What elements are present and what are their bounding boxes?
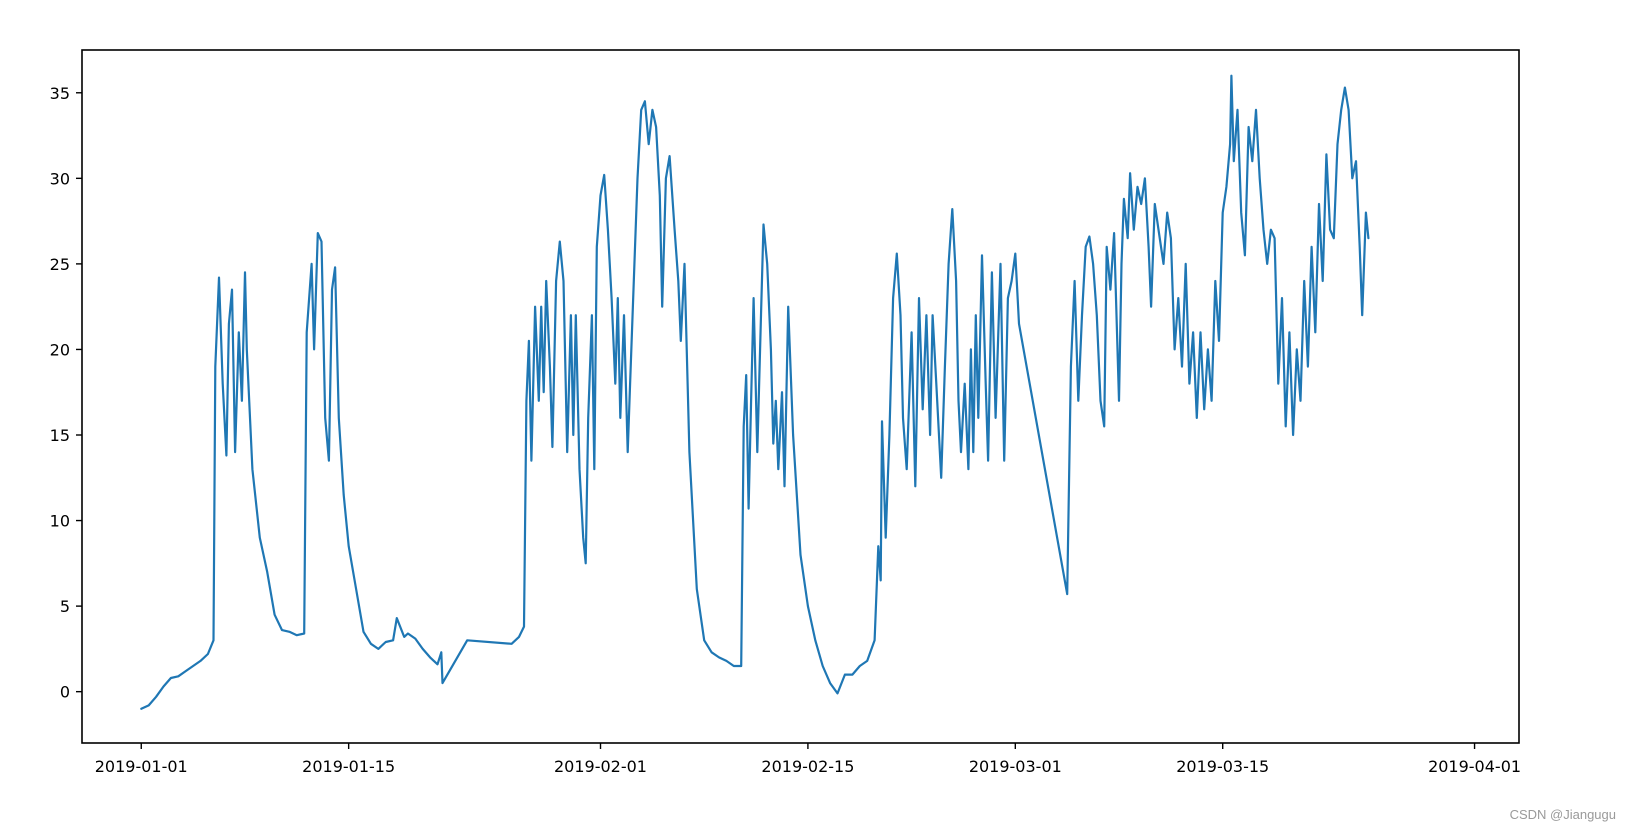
y-tick-label: 20 <box>50 340 70 359</box>
x-tick-label: 2019-04-01 <box>1428 757 1521 776</box>
y-tick-label: 10 <box>50 512 70 531</box>
x-tick-label: 2019-02-15 <box>761 757 854 776</box>
y-tick-label: 35 <box>50 84 70 103</box>
plot-area <box>140 74 1370 710</box>
y-tick-label: 30 <box>50 169 70 188</box>
x-axis: 2019-01-01 2019-01-15 2019-02-01 2019-02-15… <box>95 743 1521 776</box>
y-tick-label: 15 <box>50 426 70 445</box>
y-tick-label: 0 <box>60 683 70 702</box>
x-tick-label: 2019-01-01 <box>95 757 188 776</box>
axes-frame <box>81 49 1520 744</box>
x-tick-label: 2019-02-01 <box>554 757 647 776</box>
watermark-text: CSDN @Jiangugu <box>1509 807 1616 822</box>
y-tick-label: 25 <box>50 255 70 274</box>
y-axis: 0 5 10 15 20 25 30 35 <box>50 84 82 702</box>
temperature-series-line <box>140 74 1370 710</box>
y-tick-label: 5 <box>60 597 70 616</box>
x-tick-label: 2019-01-15 <box>302 757 395 776</box>
x-tick-label: 2019-03-01 <box>969 757 1062 776</box>
x-tick-label: 2019-03-15 <box>1176 757 1269 776</box>
